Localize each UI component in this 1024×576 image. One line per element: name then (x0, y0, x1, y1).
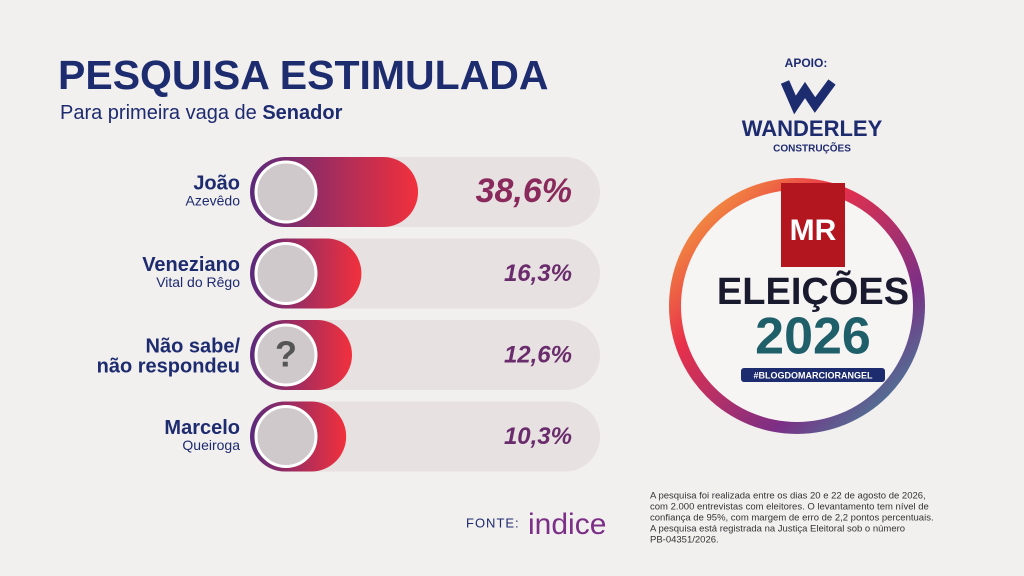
category-sublabel: Vital do Rêgo (156, 274, 240, 290)
badge-title: ELEIÇÕES (717, 269, 909, 313)
badge-flag (781, 183, 845, 267)
footnote-line: A pesquisa foi realizada entre os dias 2… (650, 491, 926, 502)
subtitle: Para primeira vaga de Senador (60, 102, 343, 124)
badge-inner (681, 190, 913, 422)
source-name: indice (528, 508, 606, 541)
footnote-line: confiança de 95%, com margem de erro de … (650, 513, 934, 524)
category-sublabel: não respondeu (97, 355, 240, 377)
badge-hashtag-bg (741, 368, 885, 382)
sponsor-tagline: CONSTRUÇÕES (773, 142, 851, 155)
value-label: 38,6% (476, 172, 572, 210)
source-label: FONTE: (466, 515, 520, 530)
photo (254, 160, 318, 224)
badge-hashtag: #BLOGDOMARCIORANGEL (754, 370, 874, 380)
sponsor-label: APOIO: (785, 56, 828, 70)
value-label: 16,3% (504, 260, 572, 287)
category-label: Veneziano (142, 254, 240, 276)
subtitle-bold: Senador (262, 102, 342, 124)
sponsor-logo (780, 79, 836, 115)
placeholder-icon: ? (275, 334, 297, 375)
category-sublabel: Queiroga (182, 437, 240, 453)
category-sublabel: Azevêdo (186, 193, 241, 209)
badge-initials: MR (790, 214, 837, 247)
category-label: João (193, 172, 240, 194)
photo (254, 242, 318, 305)
footnote-line: A pesquisa está registrada na Justiça El… (650, 524, 905, 535)
subtitle-text: Para primeira vaga de (60, 102, 257, 124)
footnote-line: PB-04351/2026. (650, 535, 719, 546)
photo (254, 405, 318, 468)
photo (254, 323, 318, 387)
footnote-line: com 2.000 entrevistas com eleitores. O l… (650, 502, 929, 513)
category-label: Marcelo (164, 417, 240, 439)
title: PESQUISA ESTIMULADA (58, 52, 549, 98)
category-label: Não sabe/ (146, 335, 241, 357)
value-label: 12,6% (504, 341, 572, 368)
sponsor-name: WANDERLEY (742, 116, 883, 141)
value-label: 10,3% (504, 423, 572, 450)
badge-year: 2026 (755, 308, 871, 366)
